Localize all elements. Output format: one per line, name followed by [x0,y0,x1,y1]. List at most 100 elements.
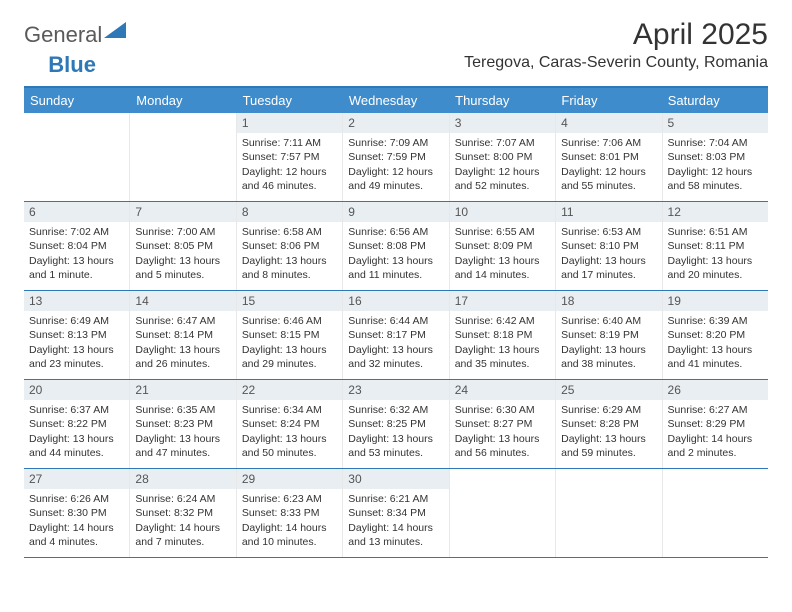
day-number: 7 [130,202,235,222]
sunrise-text: Sunrise: 6:21 AM [348,492,443,506]
daylight-text: Daylight: 13 hours and 29 minutes. [242,343,337,371]
daylight-text: Daylight: 12 hours and 58 minutes. [668,165,763,193]
day-number: 26 [663,380,768,400]
day-number: 17 [450,291,555,311]
week-row: 1Sunrise: 7:11 AMSunset: 7:57 PMDaylight… [24,113,768,202]
day-number: 18 [556,291,661,311]
sunset-text: Sunset: 8:05 PM [135,239,230,253]
daylight-text: Daylight: 13 hours and 11 minutes. [348,254,443,282]
logo-triangle-icon [104,22,126,38]
daylight-text: Daylight: 13 hours and 26 minutes. [135,343,230,371]
logo-text-2: Blue [48,52,96,78]
sunrise-text: Sunrise: 6:56 AM [348,225,443,239]
day-cell: 3Sunrise: 7:07 AMSunset: 8:00 PMDaylight… [450,113,556,201]
sunset-text: Sunset: 8:03 PM [668,150,763,164]
day-cell: 29Sunrise: 6:23 AMSunset: 8:33 PMDayligh… [237,469,343,557]
sunset-text: Sunset: 7:59 PM [348,150,443,164]
day-cell [556,469,662,557]
day-cell: 23Sunrise: 6:32 AMSunset: 8:25 PMDayligh… [343,380,449,468]
daylight-text: Daylight: 13 hours and 32 minutes. [348,343,443,371]
sunrise-text: Sunrise: 6:34 AM [242,403,337,417]
day-number: 16 [343,291,448,311]
sunrise-text: Sunrise: 6:40 AM [561,314,656,328]
daylight-text: Daylight: 13 hours and 41 minutes. [668,343,763,371]
sunrise-text: Sunrise: 6:47 AM [135,314,230,328]
weekday-header: Thursday [449,88,555,113]
month-title: April 2025 [464,18,768,52]
sunrise-text: Sunrise: 7:11 AM [242,136,337,150]
day-number: 15 [237,291,342,311]
day-cell: 19Sunrise: 6:39 AMSunset: 8:20 PMDayligh… [663,291,768,379]
sunrise-text: Sunrise: 6:29 AM [561,403,656,417]
sunset-text: Sunset: 8:15 PM [242,328,337,342]
day-number: 8 [237,202,342,222]
weekday-row: SundayMondayTuesdayWednesdayThursdayFrid… [24,88,768,113]
weekday-header: Sunday [24,88,130,113]
day-cell [130,113,236,201]
day-cell [450,469,556,557]
sunset-text: Sunset: 8:22 PM [29,417,124,431]
sunrise-text: Sunrise: 6:49 AM [29,314,124,328]
sunrise-text: Sunrise: 6:46 AM [242,314,337,328]
day-number: 23 [343,380,448,400]
sunset-text: Sunset: 8:18 PM [455,328,550,342]
sunset-text: Sunset: 8:25 PM [348,417,443,431]
location: Teregova, Caras-Severin County, Romania [464,54,768,72]
sunset-text: Sunset: 8:20 PM [668,328,763,342]
day-cell: 24Sunrise: 6:30 AMSunset: 8:27 PMDayligh… [450,380,556,468]
day-cell: 4Sunrise: 7:06 AMSunset: 8:01 PMDaylight… [556,113,662,201]
day-cell: 13Sunrise: 6:49 AMSunset: 8:13 PMDayligh… [24,291,130,379]
day-cell: 28Sunrise: 6:24 AMSunset: 8:32 PMDayligh… [130,469,236,557]
day-cell: 20Sunrise: 6:37 AMSunset: 8:22 PMDayligh… [24,380,130,468]
sunrise-text: Sunrise: 6:23 AM [242,492,337,506]
day-number: 24 [450,380,555,400]
day-number: 20 [24,380,129,400]
day-number: 29 [237,469,342,489]
day-cell: 17 Sunrise: 6:42 AMSunset: 8:18 PMDayligh… [450,291,556,379]
weekday-header: Wednesday [343,88,449,113]
daylight-text: Daylight: 12 hours and 46 minutes. [242,165,337,193]
sunrise-text: Sunrise: 6:32 AM [348,403,443,417]
day-number: 5 [663,113,768,133]
day-cell: 8Sunrise: 6:58 AMSunset: 8:06 PMDaylight… [237,202,343,290]
sunset-text: Sunset: 8:32 PM [135,506,230,520]
day-cell: 16 Sunrise: 6:44 AMSunset: 8:17 PMDayligh… [343,291,449,379]
daylight-text: Daylight: 13 hours and 59 minutes. [561,432,656,460]
weeks-container: 1Sunrise: 7:11 AMSunset: 7:57 PMDaylight… [24,113,768,558]
daylight-text: Daylight: 14 hours and 2 minutes. [668,432,763,460]
day-cell: 21Sunrise: 6:35 AMSunset: 8:23 PMDayligh… [130,380,236,468]
daylight-text: Daylight: 14 hours and 4 minutes. [29,521,124,549]
day-cell: 9Sunrise: 6:56 AMSunset: 8:08 PMDaylight… [343,202,449,290]
sunrise-text: Sunrise: 7:07 AM [455,136,550,150]
daylight-text: Daylight: 13 hours and 14 minutes. [455,254,550,282]
day-cell: 25Sunrise: 6:29 AMSunset: 8:28 PMDayligh… [556,380,662,468]
daylight-text: Daylight: 13 hours and 8 minutes. [242,254,337,282]
sunrise-text: Sunrise: 6:24 AM [135,492,230,506]
sunset-text: Sunset: 8:17 PM [348,328,443,342]
daylight-text: Daylight: 13 hours and 38 minutes. [561,343,656,371]
weekday-header: Saturday [662,88,768,113]
sunset-text: Sunset: 8:01 PM [561,150,656,164]
daylight-text: Daylight: 13 hours and 5 minutes. [135,254,230,282]
sunset-text: Sunset: 8:27 PM [455,417,550,431]
sunrise-text: Sunrise: 6:53 AM [561,225,656,239]
sunset-text: Sunset: 8:09 PM [455,239,550,253]
day-cell: 2Sunrise: 7:09 AMSunset: 7:59 PMDaylight… [343,113,449,201]
sunrise-text: Sunrise: 6:42 AM [455,314,550,328]
day-cell: 5Sunrise: 7:04 AMSunset: 8:03 PMDaylight… [663,113,768,201]
sunrise-text: Sunrise: 6:39 AM [668,314,763,328]
title-block: April 2025 Teregova, Caras-Severin Count… [464,18,768,72]
weekday-header: Monday [130,88,236,113]
sunrise-text: Sunrise: 6:51 AM [668,225,763,239]
day-number: 1 [237,113,342,133]
day-number: 12 [663,202,768,222]
daylight-text: Daylight: 13 hours and 35 minutes. [455,343,550,371]
weekday-header: Friday [555,88,661,113]
sunrise-text: Sunrise: 6:44 AM [348,314,443,328]
daylight-text: Daylight: 13 hours and 47 minutes. [135,432,230,460]
day-cell: 12Sunrise: 6:51 AMSunset: 8:11 PMDayligh… [663,202,768,290]
day-cell: 15 Sunrise: 6:46 AMSunset: 8:15 PMDayligh… [237,291,343,379]
daylight-text: Daylight: 13 hours and 17 minutes. [561,254,656,282]
sunrise-text: Sunrise: 6:58 AM [242,225,337,239]
day-cell: 11Sunrise: 6:53 AMSunset: 8:10 PMDayligh… [556,202,662,290]
